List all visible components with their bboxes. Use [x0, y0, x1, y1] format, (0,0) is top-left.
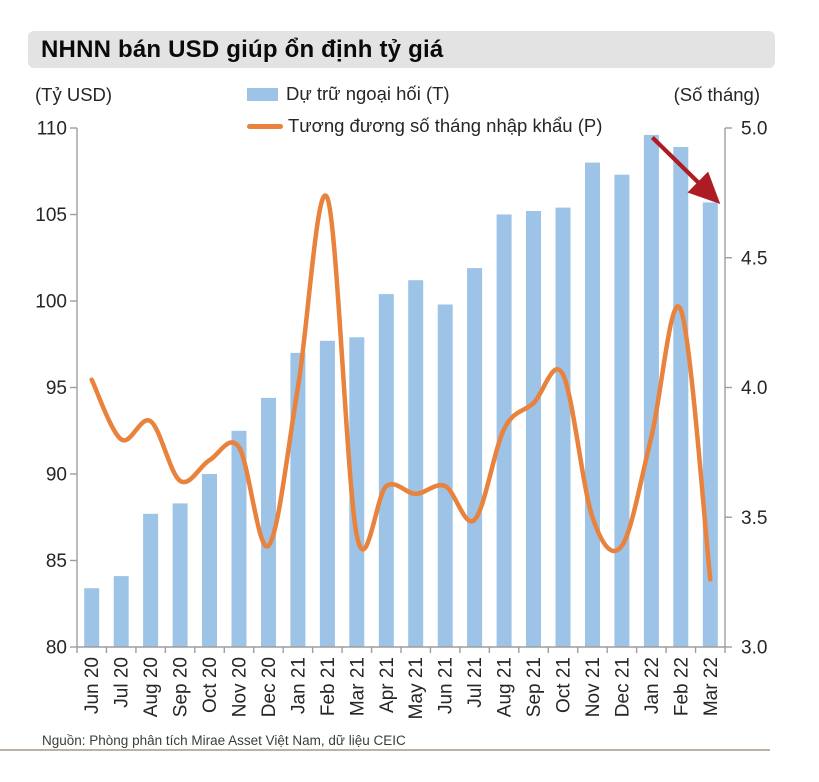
left-tick-label: 85 — [46, 551, 67, 572]
legend-label-import-months: Tương đương số tháng nhập khẩu (P) — [288, 115, 603, 136]
trend-arrow — [650, 135, 721, 204]
month-label: Aug 20 — [141, 657, 162, 717]
month-label: Dec 20 — [259, 657, 280, 717]
legend-label-reserves: Dự trữ ngoại hối (T) — [286, 83, 450, 104]
left-tick-label: 100 — [35, 292, 67, 313]
trend-arrow-annotation — [650, 135, 721, 204]
month-label: Dec 21 — [612, 657, 633, 717]
month-label: May 21 — [406, 657, 427, 719]
bar-nov-20 — [231, 430, 247, 648]
bar-oct-21 — [555, 207, 571, 647]
bar-jul-20 — [113, 576, 129, 647]
bar-jun-20 — [84, 588, 100, 647]
bar-sep-21 — [526, 211, 541, 647]
left-tick-label: 95 — [46, 378, 67, 399]
right-tick-label: 4.0 — [741, 378, 767, 399]
axes — [70, 127, 732, 653]
month-label: Feb 21 — [318, 657, 339, 716]
month-label: Mar 21 — [347, 657, 368, 716]
bar-apr-21 — [378, 294, 394, 647]
month-label: Oct 21 — [554, 657, 575, 713]
bar-oct-20 — [202, 474, 217, 647]
month-label: Jul 20 — [112, 657, 133, 708]
right-tick-label: 4.5 — [741, 248, 767, 269]
month-label: Feb 22 — [671, 657, 692, 716]
bar-jan-22 — [643, 134, 659, 647]
bar-feb-21 — [319, 340, 335, 647]
import-months-line — [89, 193, 713, 582]
month-label: Sep 21 — [524, 657, 545, 717]
month-label: Nov 21 — [583, 657, 604, 717]
line-series — [89, 193, 713, 582]
source-note: Nguồn: Phòng phân tích Mirae Asset Việt … — [42, 733, 406, 748]
left-tick-label: 80 — [46, 638, 67, 659]
right-tick-label: 5.0 — [741, 119, 767, 140]
bar-may-21 — [408, 280, 424, 647]
right-tick-label: 3.0 — [741, 638, 767, 659]
right-axis-unit-label: (Số tháng) — [673, 84, 760, 105]
legend-item-import-months: Tương đương số tháng nhập khẩu (P) — [247, 115, 602, 137]
month-label: Jun 21 — [436, 657, 457, 714]
month-label: Jan 21 — [288, 657, 309, 714]
axis-labels: 110 105 100 95 90 85 80 5.0 4.5 4.0 3.5 3.0 Jun 20 Ju… — [35, 119, 767, 720]
month-label: Apr 21 — [377, 657, 398, 713]
legend-bar-swatch — [247, 87, 278, 101]
left-tick-label: 105 — [35, 205, 67, 226]
bar-sep-20 — [172, 503, 188, 647]
month-label: Jun 20 — [82, 657, 103, 714]
chart-title: NHNN bán USD giúp ổn định tỷ giá — [41, 35, 444, 63]
legend-item-reserves: Dự trữ ngoại hối (T) — [247, 83, 450, 105]
bars-series — [84, 134, 718, 648]
bar-feb-22 — [673, 147, 689, 647]
bar-mar-21 — [349, 337, 365, 647]
month-label: Aug 21 — [495, 657, 516, 717]
month-label: Oct 20 — [200, 657, 221, 713]
bar-nov-21 — [585, 162, 600, 647]
month-label: Sep 20 — [171, 657, 192, 717]
bar-dec-20 — [261, 397, 276, 647]
bottom-divider — [0, 749, 770, 751]
bar-jan-21 — [290, 352, 306, 647]
month-label: Nov 20 — [230, 657, 251, 717]
bar-jul-21 — [467, 268, 483, 647]
bar-dec-21 — [614, 174, 630, 647]
legend-line-swatch — [247, 123, 283, 129]
right-tick-label: 3.5 — [741, 508, 767, 529]
left-tick-label: 110 — [37, 119, 67, 140]
month-label: Jan 22 — [642, 657, 663, 714]
month-label: Jul 21 — [465, 657, 486, 708]
month-label: Mar 22 — [701, 657, 722, 716]
chart-title-band: NHNN bán USD giúp ổn định tỷ giá — [28, 31, 775, 68]
left-tick-label: 90 — [46, 465, 67, 486]
bar-jun-21 — [437, 304, 453, 647]
left-axis-unit-label: (Tỷ USD) — [35, 84, 113, 105]
bar-aug-20 — [143, 513, 159, 647]
